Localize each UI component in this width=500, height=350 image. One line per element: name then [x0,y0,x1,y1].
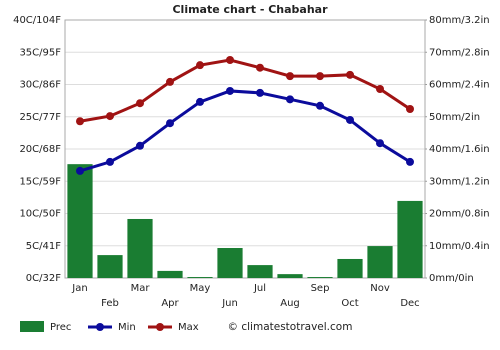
x-tick-label: Aug [280,298,300,309]
y2-tick-label: 10mm/0.4in [429,241,490,252]
point [316,72,324,81]
point [106,112,114,121]
line [79,58,411,123]
point [196,61,204,70]
legend-swatch [20,321,44,332]
bar [367,246,393,278]
x-tick-label: Sep [311,283,330,294]
point [316,101,324,110]
point [346,70,354,79]
point [256,88,264,97]
y2-tick-label: 50mm/2in [429,112,480,123]
y-tick-label: 15C/59F [19,176,61,187]
y2-tick-label: 20mm/0.8in [429,209,490,220]
bar [97,255,123,278]
y-tick-label: 20C/68F [19,144,61,155]
bar [277,274,303,278]
point [406,157,414,166]
legend-swatch [156,323,164,331]
point [226,55,234,64]
plot-border [64,19,426,279]
point [256,63,264,72]
point [376,139,384,148]
legend-label: Prec [50,322,71,333]
x-tick-label: Feb [101,298,119,309]
x-tick-label: Jan [71,283,87,294]
x-tick-label: Jul [253,283,266,294]
bar [217,248,243,278]
bar [337,258,363,278]
bar [67,164,93,278]
y2-tick-label: 30mm/1.2in [429,176,490,187]
point [286,72,294,81]
y2-tick-label: 40mm/1.6in [429,144,490,155]
point [376,85,384,94]
x-tick-label: Apr [161,298,179,309]
x-tick-label: Oct [341,298,358,309]
bar [397,200,423,278]
legend-label: Max [178,322,199,333]
y-tick-label: 25C/77F [19,112,61,123]
y-tick-label: 30C/86F [19,80,61,91]
point [346,115,354,124]
point [136,141,144,150]
x-tick-label: Nov [370,283,390,294]
y-tick-label: 40C/104F [13,15,61,26]
x-tick-label: Dec [400,298,419,309]
point [226,86,234,95]
point [286,95,294,104]
point [166,119,174,128]
legend-label: Min [118,322,136,333]
point [76,117,84,126]
bar [247,265,273,278]
bar [127,218,153,278]
point [76,166,84,175]
x-tick-label: Mar [131,283,151,294]
y-tick-label: 0C/32F [26,273,61,284]
y2-tick-label: 60mm/2.4in [429,80,490,91]
bar [157,270,183,278]
point [406,105,414,114]
x-tick-label: May [190,283,211,294]
bar [187,277,213,278]
bar [307,277,333,278]
credit: © climatestotravel.com [228,321,353,333]
y-tick-label: 5C/41F [26,241,61,252]
point [166,77,174,86]
x-tick-label: Jun [221,298,238,309]
y-tick-label: 35C/95F [19,47,61,58]
point [196,97,204,106]
y-tick-label: 10C/50F [19,209,61,220]
y2-tick-label: 70mm/2.8in [429,47,490,58]
y2-tick-label: 0mm/0in [429,273,474,284]
chart-title: Climate chart - Chabahar [172,3,328,16]
line [79,89,411,173]
point [136,99,144,108]
legend-swatch [96,323,104,331]
y2-tick-label: 80mm/3.2in [429,15,490,26]
point [106,157,114,166]
